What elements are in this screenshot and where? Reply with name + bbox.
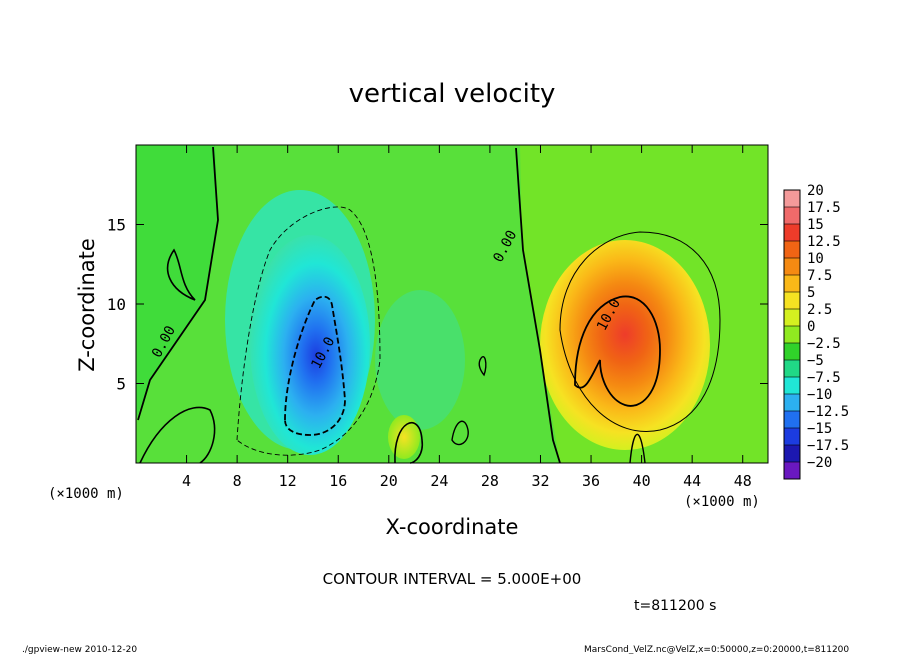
colorbar-swatch [784, 462, 800, 479]
colorbar-label: 15 [807, 217, 824, 233]
bottom-contour-2 [394, 422, 424, 464]
colorbar-label: −7.5 [807, 370, 841, 386]
y-tick-label: 15 [107, 216, 126, 235]
colorbar-swatch [784, 445, 800, 462]
x-tick-label: 44 [683, 472, 701, 490]
x-tick-label: 8 [233, 472, 242, 490]
colorbar-label: −20 [807, 455, 832, 471]
colorbar-label: 2.5 [807, 302, 832, 318]
colorbar-label: −12.5 [807, 404, 849, 420]
time-label: t=811200 s [634, 598, 716, 614]
contour-interval: CONTOUR INTERVAL = 5.000E+00 [323, 570, 582, 588]
colorbar-label: −17.5 [807, 438, 849, 454]
zero-contour-loop [166, 248, 196, 301]
contours [137, 146, 721, 464]
bottom-contour-3 [451, 420, 469, 446]
colorbar-swatch [784, 292, 800, 309]
y-axis-label: Z-coordinate [75, 238, 99, 372]
x-tick-label: 40 [633, 472, 651, 490]
colorbar-swatch [784, 377, 800, 394]
footer-right: MarsCond_VelZ.nc@VelZ,x=0:50000,z=0:2000… [584, 645, 849, 654]
colorbar-swatch [784, 343, 800, 360]
bottom-contour-4 [629, 433, 646, 464]
colorbar-label: 12.5 [807, 234, 841, 250]
small-contour [478, 356, 487, 377]
x-axis: 4 8 12 16 20 24 28 32 36 40 44 48 [182, 145, 752, 490]
neg10-contour [284, 295, 346, 436]
colorbar: 2017.51512.5107.552.50−2.5−5−7.5−10−12.5… [783, 183, 849, 480]
colorbar-swatch [784, 428, 800, 445]
updraft-core [540, 240, 710, 450]
pos5-contour [559, 231, 721, 432]
x-tick-label: 24 [430, 472, 448, 490]
secondary-downdraft [375, 290, 465, 430]
colorbar-label: 10 [807, 251, 824, 267]
plot-field [136, 145, 768, 463]
x-tick-label: 36 [582, 472, 600, 490]
x-tick-label: 12 [279, 472, 297, 490]
weak-negative-region [136, 145, 218, 420]
colorbar-swatch [784, 258, 800, 275]
colorbar-label: −5 [807, 353, 824, 369]
colorbar-swatch [784, 275, 800, 292]
x-tick-label: 48 [734, 472, 752, 490]
colorbar-label: 17.5 [807, 200, 841, 216]
colorbar-swatch [784, 309, 800, 326]
colorbar-swatch [784, 360, 800, 377]
pos10-contour [574, 295, 661, 407]
x-tick-label: 28 [481, 472, 499, 490]
colorbar-label: 20 [807, 183, 824, 199]
colorbar-swatch [784, 207, 800, 224]
colorbar-swatch [784, 394, 800, 411]
colorbar-label: 0 [807, 319, 815, 335]
colorbar-swatch [784, 411, 800, 428]
colorbar-label: −15 [807, 421, 832, 437]
colorbar-swatch [784, 224, 800, 241]
y-tick-label: 5 [116, 375, 126, 394]
downdraft-core [250, 235, 370, 455]
x-tick-label: 16 [329, 472, 347, 490]
chart-title: vertical velocity [349, 79, 556, 109]
colorbar-label: 7.5 [807, 268, 832, 284]
footer-left: ./gpview-new 2010-12-20 [22, 645, 137, 654]
x-unit-right: (×1000 m) [684, 494, 760, 510]
colorbar-swatch [784, 326, 800, 343]
y-axis: 5 10 15 [107, 216, 768, 394]
x-axis-label: X-coordinate [386, 515, 519, 539]
bottom-contour-1 [139, 406, 216, 464]
colorbar-label: −10 [807, 387, 832, 403]
colorbar-label: −2.5 [807, 336, 841, 352]
x-tick-label: 20 [380, 472, 398, 490]
colorbar-swatch [784, 241, 800, 258]
x-tick-label: 32 [531, 472, 549, 490]
x-unit-left: (×1000 m) [48, 486, 124, 502]
zero-contour-left [137, 146, 219, 421]
colorbar-swatch [784, 190, 800, 207]
small-updraft [388, 415, 420, 459]
x-tick-label: 4 [182, 472, 191, 490]
neg5-contour [236, 206, 381, 456]
zero-contour-right [515, 147, 561, 464]
colorbar-label: 5 [807, 285, 815, 301]
y-tick-label: 10 [107, 295, 126, 314]
